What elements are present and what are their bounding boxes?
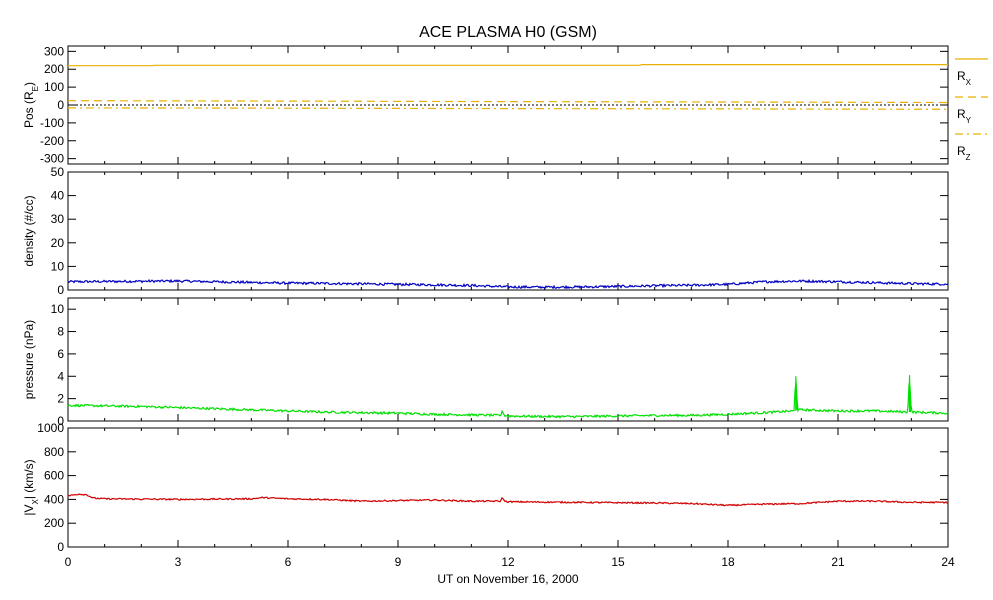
legend-label-text: R [957,107,966,121]
y-tick-label: 1000 [37,421,64,435]
panel-frame [67,171,949,291]
y-axis-title: Pos (RE) [22,82,40,128]
legend-label-y: RY [957,107,972,125]
x-tick-label: 0 [65,555,72,569]
series-line-pos-0 [68,63,948,67]
x-tick-label: 24 [941,555,955,569]
chart-title: ACE PLASMA H0 (GSM) [419,24,597,41]
y-tick-label: 10 [51,259,65,273]
x-tick-label: 15 [611,555,625,569]
y-tick-label: -100 [40,116,64,130]
y-tick-label: 600 [44,469,64,483]
y-axis-title-sub: X [31,499,40,505]
series-line-vx-0 [67,493,949,507]
panel-frame [67,427,949,548]
y-axis-title-text: density (#/cc) [22,195,36,266]
y-axis-title-text: |V [22,505,36,516]
x-tick-label: 3 [175,555,182,569]
x-tick-label: 21 [831,555,845,569]
y-tick-label: 200 [44,516,64,530]
x-tick-label: 12 [501,555,515,569]
legend-label-text: R [957,144,966,158]
legend-label-sub: Y [966,116,972,125]
y-tick-label: 8 [57,325,64,339]
legend-label-text: R [957,69,966,83]
series-line-pos-1 [67,100,949,104]
y-tick-label: -300 [40,152,64,166]
legend-label-sub: Z [966,153,971,162]
series-line-pos-2 [67,107,949,110]
y-tick-label: 10 [51,302,65,316]
y-tick-label: 4 [57,369,64,383]
y-tick-label: 0 [57,283,64,297]
y-tick-label: 2 [57,392,64,406]
y-axis-title-text: Pos (R [22,91,36,128]
x-tick-label: 18 [721,555,735,569]
y-tick-label: 6 [57,347,64,361]
x-axis-title: UT on November 16, 2000 [437,572,579,586]
y-tick-label: 300 [44,44,64,58]
y-axis-title-sub: E [31,86,40,91]
y-axis-title: |VX| (km/s) [22,459,40,515]
y-tick-label: 30 [51,212,65,226]
y-axis-title: density (#/cc) [22,195,36,266]
y-tick-label: 0 [57,540,64,554]
panel-frame [67,297,949,422]
panel-pressure: 0 2 4 6 8 10 pressure (nPa) [22,297,949,428]
legend-label-z: RZ [957,144,971,162]
y-axis-title-tail: ) [22,82,36,86]
x-tick-label: 9 [395,555,402,569]
y-tick-label: 100 [44,80,64,94]
y-tick-label: 400 [44,492,64,506]
y-tick-label: 20 [51,236,65,250]
y-axis-title-tail: | (km/s) [22,459,36,499]
panel-density: 0 10 20 30 40 50 density (#/cc) [22,165,949,297]
y-tick-label: 0 [57,414,64,428]
y-axis-title: pressure (nPa) [22,320,36,399]
series-line-pressure-0 [67,375,949,419]
x-tick-label: 6 [285,555,292,569]
legend-label-sub: X [966,78,972,87]
y-tick-label: -200 [40,134,64,148]
legend-label-x: RX [957,69,972,87]
y-tick-label: 200 [44,62,64,76]
y-tick-label: 0 [57,98,64,112]
panel-vx: 0 200 400 600 800 1000 |VX| (km/s) 0 3 6 9 12 15 18 21… [22,421,955,569]
y-tick-label: 50 [51,165,65,179]
y-tick-label: 800 [44,445,64,459]
series-line-density-0 [67,278,949,290]
y-tick-label: 40 [51,189,65,203]
y-axis-title-text: pressure (nPa) [22,320,36,399]
